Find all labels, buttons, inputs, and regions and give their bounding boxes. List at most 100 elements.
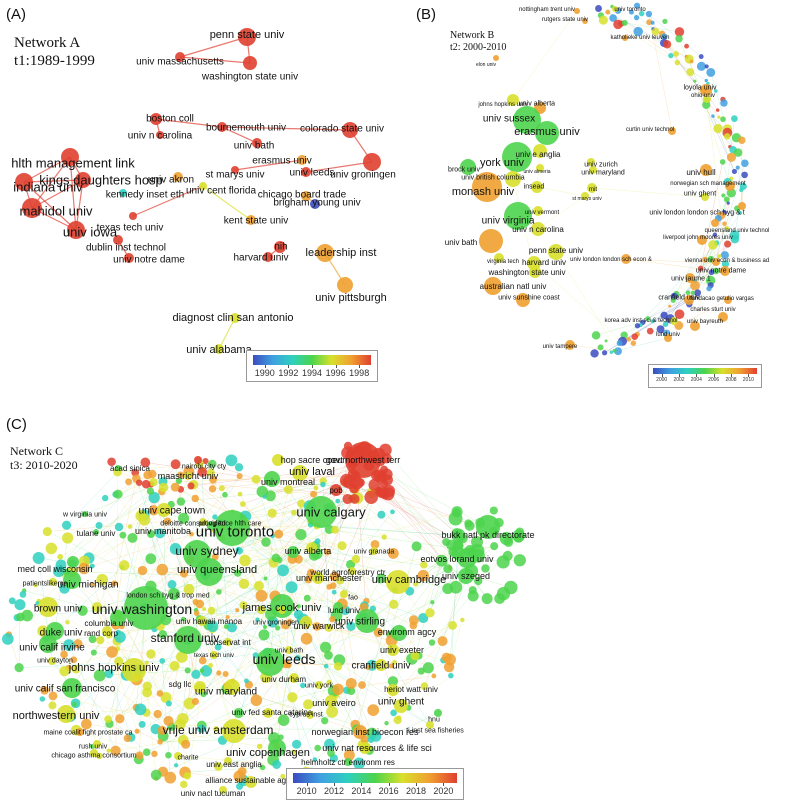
network-c-link (65, 709, 141, 715)
network-b-label-katholieke-univ-leuven: katholieke univ leuven (610, 35, 669, 41)
network-b-minor-node (638, 10, 645, 17)
network-b-link (674, 244, 714, 297)
network-c-minor-node (259, 764, 266, 771)
network-c-minor-node (373, 627, 383, 637)
network-c-minor-node (65, 620, 70, 625)
network-a-node-brigham-young-univ (310, 199, 320, 209)
network-b-minor-node (614, 347, 622, 356)
network-c-label-bukk-natl-pk-directorate: bukk natl pk directorate (441, 530, 534, 540)
network-c-minor-node (19, 591, 27, 598)
network-a-node-univ-alabama (214, 344, 224, 354)
network-a-label-univ-cent-florida: univ cent florida (186, 186, 256, 197)
network-b-link (537, 195, 586, 230)
network-b-minor-node (621, 19, 628, 26)
network-c-nodes (38, 442, 500, 794)
network-c-label-lund-univ: lund univ (328, 606, 360, 615)
network-c-minor-node (324, 623, 333, 632)
network-a-node-colorado-state-univ (342, 122, 358, 138)
network-b-minor-node (717, 115, 721, 119)
network-c-minor-node (175, 651, 188, 663)
network-c-label-univ-nat-resources-life-sci: univ nat resources & life sci (322, 743, 432, 753)
network-b-node-univ-vermont (533, 206, 543, 216)
network-a-node-chicago-board-trade (301, 191, 311, 201)
panel-b-title-name: Network B (450, 30, 495, 41)
panel-c-colorbar-tickmark (416, 783, 417, 786)
network-c-minor-node (48, 691, 58, 701)
network-a-node-texas-tech-univ (129, 212, 137, 220)
network-b-label-ohio-univ: ohio univ (691, 93, 715, 99)
network-c-node-univ-east-anglia (224, 757, 232, 765)
network-b-minor-node (656, 325, 665, 334)
network-c-minor-node (208, 663, 213, 668)
network-c-node-hnu (434, 709, 442, 717)
network-c-minor-node (324, 650, 333, 660)
network-c-minor-node (125, 478, 133, 486)
network-c-node-cyprus-inst (306, 711, 314, 719)
network-c-link (108, 673, 132, 738)
network-b-minor-node (706, 67, 716, 77)
network-c-minor-node (236, 473, 243, 480)
network-c-minor-node (181, 616, 186, 622)
network-a-link (23, 179, 84, 183)
network-c-link (316, 525, 351, 565)
network-c-minor-node (52, 565, 65, 578)
network-c-label-world-agroforestry-ctr: world agroforestry ctr (309, 568, 385, 577)
network-b-label-univ-n-carolina: univ n carolina (512, 225, 564, 234)
network-b-node-univ-notre-dame (720, 266, 730, 276)
network-c-minor-node (460, 617, 465, 623)
network-b-minor-node (673, 51, 679, 57)
network-b-minor-node (704, 64, 709, 69)
network-c-minor-node (431, 673, 437, 679)
network-c-node-heriot-watt-univ (387, 684, 399, 696)
network-c-link (356, 482, 368, 622)
network-b-minor-node (731, 168, 738, 175)
network-c-minor-node (256, 485, 269, 498)
network-c-node-univ-szeged (458, 568, 474, 584)
network-c-label-hnu: hnu (428, 716, 440, 723)
network-c-node-univ-hawaii-manoa (197, 616, 207, 626)
network-b-label-loyola-univ: loyola univ (683, 84, 717, 91)
network-c-node-maine-coalit-fight-prostate-ca (76, 728, 84, 736)
network-c-link (180, 501, 216, 557)
network-c-minor-node (326, 583, 333, 590)
network-c-link (210, 472, 299, 560)
network-c-label-rand-corp: rand corp (84, 629, 118, 638)
network-b-minor-node (708, 269, 715, 276)
network-b-node-fundacao-getulio-vargas (724, 296, 732, 304)
network-c-link (278, 489, 289, 535)
network-c-label-govt-northwest-terr: govt northwest terr (326, 455, 401, 465)
network-c-minor-node (175, 477, 182, 485)
network-b-label-curtin-univ-technol: curtin univ technol (626, 127, 674, 133)
network-c-minor-node (448, 620, 458, 630)
network-b-node-charles-sturt-univ (718, 312, 728, 322)
network-c-link (392, 659, 451, 691)
network-b-node-elon-univ (493, 55, 499, 61)
network-c-minor-node (104, 715, 112, 723)
panel-a-colorbar: 1990 1992 1994 1996 1998 (246, 350, 378, 382)
network-b-node-univ-maryland (589, 166, 597, 174)
network-c-link (314, 552, 328, 576)
network-c-link (66, 471, 118, 526)
network-c-minor-node (263, 576, 268, 581)
network-b-link (625, 258, 726, 265)
network-a-link (221, 126, 351, 131)
network-c-minor-node (170, 459, 181, 470)
network-a-label-indiana-univ: indiana univ (13, 180, 83, 195)
panel-c-title: Network C t3: 2010-2020 (10, 444, 78, 472)
network-a-link (132, 185, 204, 217)
network-a-label-boston-coll: boston coll (146, 114, 194, 125)
network-c-link (373, 667, 429, 711)
network-c-minor-node (326, 679, 332, 685)
network-b-minor-node (713, 123, 723, 134)
network-b-minor-node (689, 59, 694, 64)
network-c-minor-node (234, 569, 242, 577)
network-b-label-univ-e-anglia: univ e anglia (516, 150, 561, 159)
network-c-minor-node (464, 520, 475, 531)
network-b-node-brock-univ (460, 159, 476, 175)
network-b-label-univ-almeria: univ almeria (524, 169, 551, 175)
network-c-label-univ-groningen: univ groningen (253, 619, 299, 626)
network-c-minor-node (114, 656, 124, 666)
network-c-minor-node (226, 622, 237, 633)
network-c-link (212, 473, 354, 490)
network-b-node-liverpool-john-moores-univ (697, 235, 707, 245)
